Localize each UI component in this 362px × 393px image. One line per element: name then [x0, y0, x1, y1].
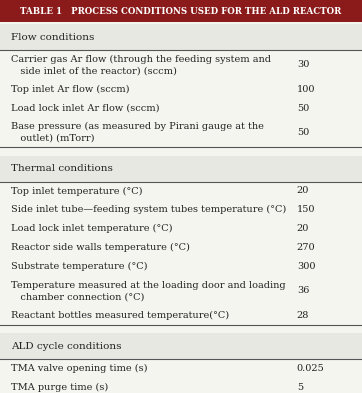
Bar	[0, 156, 362, 182]
Text: Load lock inlet Ar flow (sccm): Load lock inlet Ar flow (sccm)	[11, 104, 159, 112]
Text: ALD cycle conditions: ALD cycle conditions	[11, 342, 121, 351]
Bar	[0, 118, 362, 147]
Bar	[0, 378, 362, 393]
Bar	[0, 257, 362, 276]
Text: 270: 270	[297, 243, 315, 252]
Text: Substrate temperature (°C): Substrate temperature (°C)	[11, 262, 147, 271]
Bar	[0, 238, 362, 257]
Text: 50: 50	[297, 128, 309, 137]
Text: Flow conditions: Flow conditions	[11, 33, 94, 42]
Text: 36: 36	[297, 286, 309, 295]
Text: Top inlet Ar flow (sccm): Top inlet Ar flow (sccm)	[11, 84, 129, 94]
Text: 28: 28	[297, 311, 309, 320]
Bar	[0, 24, 362, 50]
Text: 50: 50	[297, 104, 309, 112]
Text: 5: 5	[297, 383, 303, 391]
Bar	[0, 200, 362, 219]
Text: Reactor side walls temperature (°C): Reactor side walls temperature (°C)	[11, 243, 190, 252]
Text: 30: 30	[297, 61, 309, 69]
Bar	[0, 276, 362, 306]
Text: Thermal conditions: Thermal conditions	[11, 164, 113, 173]
Text: Reactant bottles measured temperature(°C): Reactant bottles measured temperature(°C…	[11, 310, 229, 320]
Text: Side inlet tube—feeding system tubes temperature (°C): Side inlet tube—feeding system tubes tem…	[11, 205, 286, 215]
Bar	[0, 359, 362, 378]
Text: 150: 150	[297, 206, 315, 214]
Bar	[0, 306, 362, 325]
Text: Temperature measured at the loading door and loading
   chamber connection (°C): Temperature measured at the loading door…	[11, 281, 286, 301]
Text: Load lock inlet temperature (°C): Load lock inlet temperature (°C)	[11, 224, 172, 233]
Bar	[0, 99, 362, 118]
Text: TMA purge time (s): TMA purge time (s)	[11, 382, 108, 392]
Text: 0.025: 0.025	[297, 364, 325, 373]
Text: TABLE 1   PROCESS CONDITIONS USED FOR THE ALD REACTOR: TABLE 1 PROCESS CONDITIONS USED FOR THE …	[20, 7, 342, 16]
Text: 300: 300	[297, 262, 315, 271]
Text: Carrier gas Ar flow (through the feeding system and
   side inlet of the reactor: Carrier gas Ar flow (through the feeding…	[11, 55, 271, 75]
Text: 20: 20	[297, 187, 309, 195]
Bar	[0, 333, 362, 359]
Text: Top inlet temperature (°C): Top inlet temperature (°C)	[11, 186, 142, 196]
Text: Base pressure (as measured by Pirani gauge at the
   outlet) (mTorr): Base pressure (as measured by Pirani gau…	[11, 122, 264, 143]
Bar	[0, 182, 362, 200]
Bar	[0, 219, 362, 238]
Text: 20: 20	[297, 224, 309, 233]
Text: TMA valve opening time (s): TMA valve opening time (s)	[11, 364, 147, 373]
Bar	[0, 80, 362, 99]
Bar	[0, 0, 362, 22]
Bar	[0, 50, 362, 80]
Text: 100: 100	[297, 85, 315, 94]
